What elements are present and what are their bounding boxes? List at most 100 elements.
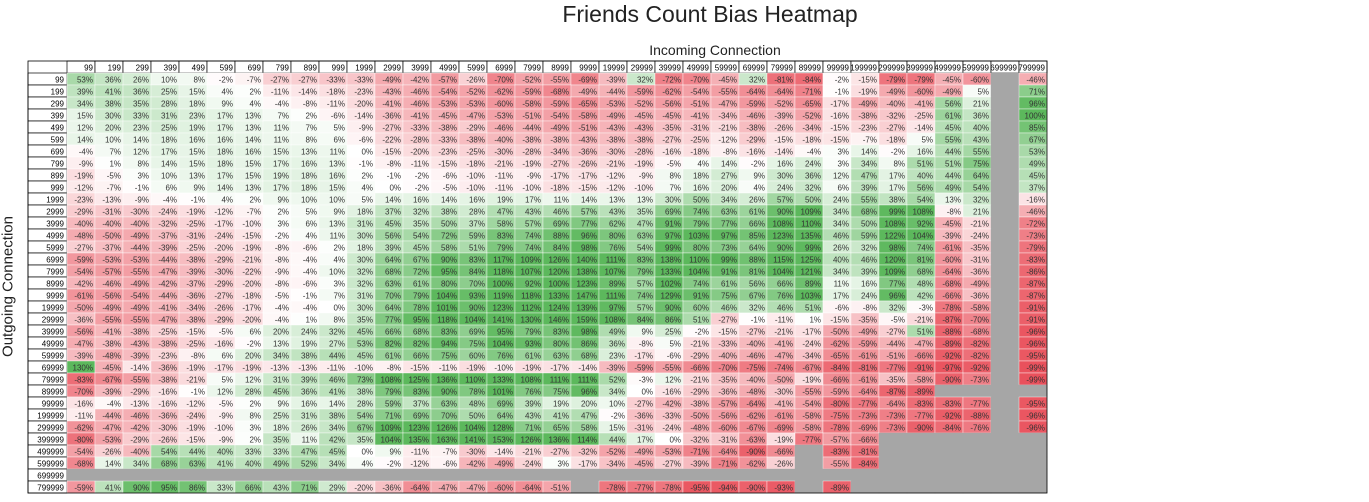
cell-value-label: 108%	[885, 220, 905, 229]
cell-value-label: 43%	[273, 484, 289, 493]
cell-value-label: -8%	[723, 148, 737, 157]
cell-value-label: -48%	[690, 424, 709, 433]
cell-value-label: 24%	[861, 292, 877, 301]
cell-value-label: 39%	[385, 244, 401, 253]
cell-value-label: 71%	[385, 412, 401, 421]
cell-value-label: -47%	[466, 484, 485, 493]
cell-value-label: -30%	[130, 208, 149, 217]
cell-value-label: 13%	[301, 148, 317, 157]
cell-value-label: -45%	[634, 460, 653, 469]
cell-value-label: -33%	[326, 76, 345, 85]
heatmap-cell	[990, 192, 1020, 206]
cell-value-label: -17%	[242, 304, 261, 313]
cell-value-label: 83%	[497, 232, 513, 241]
cell-value-label: -54%	[130, 292, 149, 301]
cell-value-label: -15%	[578, 184, 597, 193]
cell-value-label: 52%	[609, 376, 625, 385]
cell-value-label: 13%	[329, 220, 345, 229]
cell-value-label: -16%	[214, 340, 233, 349]
row-header-label: 79999	[42, 376, 65, 385]
cell-value-label: -41%	[158, 304, 177, 313]
cell-value-label: -92%	[942, 352, 961, 361]
cell-value-label: 47%	[861, 172, 877, 181]
cell-value-label: -80%	[74, 436, 93, 445]
cell-value-label: -58%	[914, 376, 933, 385]
cell-value-label: 126%	[549, 256, 569, 265]
cell-value-label: 136%	[549, 436, 569, 445]
cell-value-label: -27%	[886, 328, 905, 337]
cell-value-label: 76%	[525, 388, 541, 397]
cell-value-label: -19%	[186, 208, 205, 217]
cell-value-label: -57%	[438, 76, 457, 85]
cell-value-label: -55%	[130, 268, 149, 277]
cell-value-label: -4%	[163, 196, 177, 205]
cell-value-label: 114%	[577, 436, 597, 445]
cell-value-label: -40%	[74, 220, 93, 229]
column-header-label: 199	[108, 64, 122, 73]
column-header-label: 8999	[551, 64, 569, 73]
cell-value-label: 46%	[777, 304, 793, 313]
cell-value-label: 4%	[697, 160, 709, 169]
cell-value-label: -44%	[102, 412, 121, 421]
cell-value-label: -8%	[275, 280, 289, 289]
cell-value-label: -38%	[606, 136, 625, 145]
row-header-label: 699999	[37, 472, 64, 481]
cell-value-label: -40%	[746, 376, 765, 385]
heatmap-cell	[822, 468, 852, 482]
cell-value-label: -58%	[802, 412, 821, 421]
column-header-label: 59999	[715, 64, 738, 73]
cell-value-label: -64%	[746, 88, 765, 97]
cell-value-label: 39%	[301, 376, 317, 385]
heatmap-cell	[962, 468, 992, 482]
cell-value-label: -38%	[634, 136, 653, 145]
cell-value-label: 50%	[861, 220, 877, 229]
cell-value-label: -16%	[1026, 196, 1045, 205]
cell-value-label: 44%	[945, 148, 961, 157]
cell-value-label: 104%	[381, 436, 401, 445]
cell-value-label: 135%	[409, 436, 429, 445]
cell-value-label: 18%	[161, 136, 177, 145]
cell-value-label: -33%	[410, 124, 429, 133]
cell-value-label: -62%	[662, 88, 681, 97]
cell-value-label: -2%	[247, 340, 261, 349]
heatmap-cell	[990, 444, 1020, 458]
row-header-label: 7999	[46, 268, 64, 277]
cell-value-label: 15%	[189, 148, 205, 157]
cell-value-label: 25%	[161, 124, 177, 133]
heatmap-cell	[906, 480, 936, 494]
cell-value-label: -96%	[1026, 340, 1045, 349]
cell-value-label: -37%	[102, 244, 121, 253]
cell-value-label: -64%	[718, 448, 737, 457]
cell-value-label: -24%	[186, 412, 205, 421]
cell-value-label: -30%	[494, 148, 513, 157]
cell-value-label: 102%	[661, 280, 681, 289]
cell-value-label: 14%	[161, 160, 177, 169]
cell-value-label: -47%	[158, 268, 177, 277]
cell-value-label: -45%	[718, 76, 737, 85]
cell-value-label: 13%	[637, 196, 653, 205]
column-header-label: 199999	[850, 64, 877, 73]
cell-value-label: -33%	[438, 136, 457, 145]
cell-value-label: 34%	[861, 160, 877, 169]
cell-value-label: 9%	[641, 328, 653, 337]
cell-value-label: 3%	[333, 280, 345, 289]
cell-value-label: 130%	[521, 316, 541, 325]
heatmap-cell	[1018, 456, 1048, 470]
cell-value-label: -49%	[130, 232, 149, 241]
cell-value-label: -54%	[74, 448, 93, 457]
cell-value-label: -46%	[746, 112, 765, 121]
cell-value-label: -71%	[802, 88, 821, 97]
cell-value-label: 16%	[917, 148, 933, 157]
cell-value-label: -97%	[942, 364, 961, 373]
cell-value-label: -60%	[494, 484, 513, 493]
cell-value-label: 79%	[413, 292, 429, 301]
cell-value-label: -69%	[858, 424, 877, 433]
row-header-label: 299	[51, 100, 65, 109]
cell-value-label: 1%	[109, 160, 121, 169]
cell-value-label: -44%	[886, 340, 905, 349]
cell-value-label: 64%	[385, 256, 401, 265]
cell-value-label: 15%	[189, 88, 205, 97]
cell-value-label: -42%	[662, 400, 681, 409]
cell-value-label: -8%	[947, 208, 961, 217]
cell-value-label: -41%	[690, 112, 709, 121]
